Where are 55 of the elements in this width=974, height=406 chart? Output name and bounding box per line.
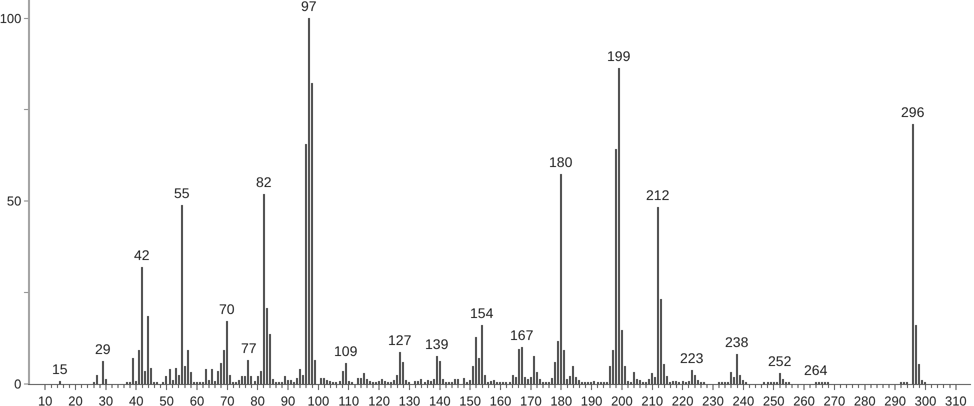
x-tick-label: 210 xyxy=(641,394,664,406)
x-tick-label: 200 xyxy=(611,394,633,406)
x-tick-label: 160 xyxy=(490,394,512,406)
x-tick-label: 90 xyxy=(280,394,296,406)
annotation: 212 xyxy=(646,187,670,203)
x-tick-label: 30 xyxy=(98,394,114,406)
annotation: 29 xyxy=(95,341,111,357)
x-tick-label: 190 xyxy=(580,394,602,406)
x-tick-label: 80 xyxy=(250,394,265,406)
annotation: 296 xyxy=(901,104,925,120)
annotation: 127 xyxy=(388,332,412,348)
y-tick-label: 50 xyxy=(6,194,22,209)
x-tick-label: 70 xyxy=(220,394,235,406)
annotation: 167 xyxy=(510,327,534,343)
x-tick-label: 230 xyxy=(702,394,724,406)
x-tick-label: 100 xyxy=(308,394,330,406)
annotation: 42 xyxy=(134,247,150,263)
annotation: 199 xyxy=(607,48,631,64)
annotation: 180 xyxy=(549,154,573,170)
annotation: 223 xyxy=(680,350,704,366)
y-tick-label: 100 xyxy=(0,10,22,26)
x-tick-label: 140 xyxy=(428,394,451,406)
x-tick-label: 120 xyxy=(368,394,390,406)
annotation: 15 xyxy=(52,361,68,377)
annotation: 70 xyxy=(219,301,235,317)
x-tick-label: 50 xyxy=(159,394,174,406)
y-tick-label: 0 xyxy=(14,376,22,392)
annotation: 55 xyxy=(174,185,190,201)
annotation: 238 xyxy=(725,334,749,350)
x-tick-label: 170 xyxy=(520,394,542,406)
x-tick-label: 10 xyxy=(38,394,52,406)
x-tick-label: 40 xyxy=(129,394,144,406)
annotation: 109 xyxy=(334,343,358,359)
annotation: 82 xyxy=(256,174,272,190)
x-tick-label: 130 xyxy=(398,394,420,406)
x-tick-label: 20 xyxy=(68,394,83,406)
x-tick-label: 220 xyxy=(672,394,694,406)
x-tick-label: 240 xyxy=(732,394,754,406)
x-tick-label: 270 xyxy=(824,394,846,406)
annotation: 97 xyxy=(301,0,317,14)
x-tick-label: 290 xyxy=(884,394,906,406)
x-tick-label: 180 xyxy=(550,394,572,406)
x-tick-label: 310 xyxy=(944,394,967,406)
x-tick-label: 150 xyxy=(459,394,481,406)
x-tick-label: 250 xyxy=(762,394,785,406)
x-tick-label: 60 xyxy=(190,394,204,406)
annotation: 154 xyxy=(470,305,494,321)
annotation: 139 xyxy=(425,336,449,352)
x-tick-label: 300 xyxy=(914,394,936,406)
annotation: 264 xyxy=(804,362,828,378)
x-tick-label: 260 xyxy=(793,394,815,406)
x-tick-label: 110 xyxy=(338,394,360,406)
x-tick-label: 280 xyxy=(854,394,876,406)
annotation: 252 xyxy=(768,353,792,369)
annotation: 77 xyxy=(241,340,257,356)
